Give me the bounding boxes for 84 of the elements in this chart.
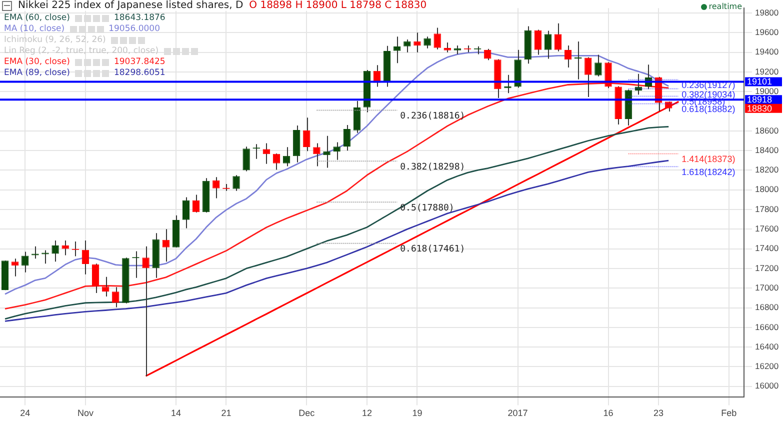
candlestick — [594, 54, 602, 77]
candlestick — [534, 29, 542, 56]
ref-line-label: 1.618(18242) — [682, 167, 736, 178]
candlestick — [282, 146, 290, 167]
text: 18830 — [747, 103, 772, 114]
x-tick-label: 23 — [654, 408, 664, 418]
y-tick-label: 17800 — [755, 204, 779, 214]
annotation: Lin Reg (2, -2, true, true, 200, close) — [4, 46, 159, 57]
ref-line-label: 0.236(18816) — [400, 112, 466, 122]
y-tick-label: 16600 — [755, 322, 779, 332]
candlestick — [394, 36, 401, 64]
y-tick-label: 19600 — [755, 27, 779, 38]
y-tick-label: 18600 — [755, 125, 779, 136]
candlestick — [544, 30, 552, 60]
ref-line-label: 19101 — [747, 76, 772, 87]
y-tick-label: 16400 — [755, 341, 779, 352]
candlestick — [404, 39, 411, 53]
annotation: 18643.1876 — [114, 13, 166, 24]
candlestick — [212, 176, 220, 199]
text: EMA (89, close) — [4, 68, 70, 79]
candlestick — [634, 73, 642, 96]
annotation: Ichimoku (9, 26, 52, 26) — [4, 35, 106, 46]
x-tick-label: 12 — [362, 408, 372, 418]
y-tick-label: 19400 — [755, 46, 779, 57]
candlestick — [232, 174, 240, 192]
candlestick — [242, 146, 250, 172]
annotation: realtime — [708, 2, 742, 11]
candlestick — [343, 124, 350, 152]
candlestick — [262, 142, 270, 164]
candlestick — [584, 56, 592, 98]
x-tick-label: 21 — [221, 408, 232, 418]
y-tick-label: 19200 — [755, 66, 779, 76]
annotation: 18298.6051 — [114, 68, 166, 79]
x-tick-label: Nov — [77, 408, 94, 418]
annotation: 19056.0000 — [108, 24, 160, 35]
y-tick-label: 17000 — [755, 282, 779, 292]
candlestick — [313, 142, 320, 167]
text: MA (10, close) — [4, 24, 65, 35]
x-tick-label: 16 — [603, 408, 614, 418]
x-tick-label: Feb — [721, 408, 737, 418]
annotation: O 18898 H 18900 L 18798 C 18830 — [249, 0, 427, 11]
y-tick-label: 19800 — [755, 7, 779, 18]
ref-line-label: 0.618(17461) — [400, 244, 466, 255]
candlestick — [303, 117, 310, 152]
x-tick-label: 19 — [412, 408, 422, 418]
ref-line-label: 0.382(19034) — [682, 89, 736, 100]
y-tick-label: 17200 — [755, 262, 779, 273]
text: EMA (60, close) — [4, 13, 70, 24]
annotation: 19037.8425 — [114, 57, 166, 68]
x-tick-label: 24 — [20, 408, 30, 418]
y-tick-label: 16200 — [755, 361, 779, 372]
candlestick — [92, 263, 100, 294]
text: EMA (30, close) — [4, 57, 70, 68]
candlestick — [182, 196, 190, 229]
y-tick-label: 19000 — [755, 86, 779, 96]
y-tick-label: 18400 — [755, 144, 779, 155]
candlestick — [333, 142, 340, 160]
ref-line-label: 0.382(18298) — [400, 162, 466, 172]
candlestick — [52, 240, 59, 262]
x-tick-label: 14 — [170, 408, 181, 418]
candlestick — [554, 22, 562, 52]
candlestick — [11, 258, 19, 277]
ref-line-label: 0.5(17880) — [400, 204, 454, 214]
candlestick — [444, 42, 452, 53]
candlestick — [82, 240, 90, 275]
x-tick-label: 2017 — [508, 408, 528, 418]
candlestick — [414, 32, 421, 53]
candlestick — [323, 135, 330, 168]
y-tick-label: 18200 — [755, 164, 779, 175]
ref-line-label: 1.414(18373) — [682, 154, 736, 164]
y-tick-label: 17400 — [755, 243, 779, 254]
ref-line-label: 0.236(19127) — [682, 80, 736, 90]
candlestick — [102, 276, 110, 297]
y-tick-label: 16800 — [755, 302, 779, 312]
chart-title: Nikkei 225 index of Japanese listed shares, D — [18, 0, 244, 11]
candlestick — [434, 27, 441, 50]
x-tick-label: Dec — [298, 408, 316, 418]
candlestick — [162, 228, 170, 262]
y-tick-label: 18000 — [755, 184, 779, 194]
y-tick-label: 17600 — [755, 224, 779, 234]
ref-line-label: 0.618(18882) — [682, 104, 736, 114]
candlestick — [353, 100, 361, 134]
y-tick-label: 16000 — [755, 380, 779, 391]
ref-line-label: 18918 — [747, 94, 772, 105]
